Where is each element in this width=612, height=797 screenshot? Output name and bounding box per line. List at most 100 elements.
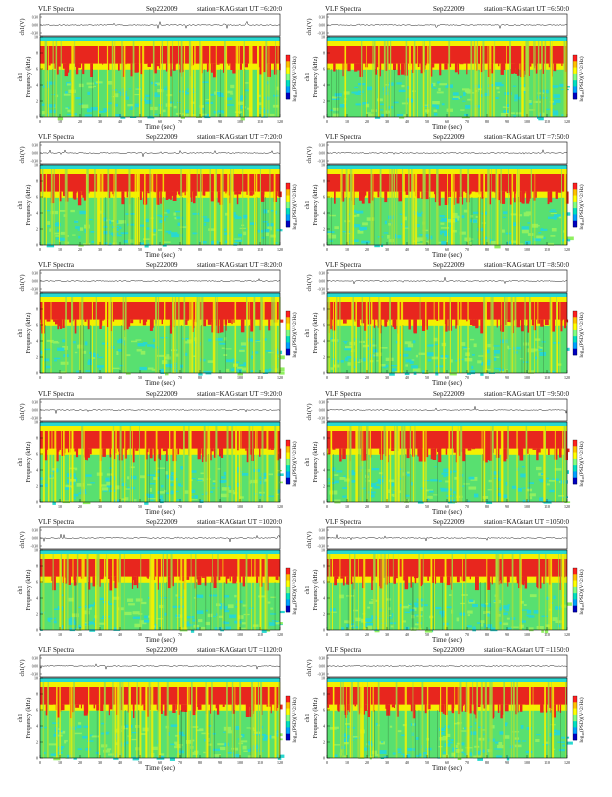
time-tick-label: 70 [465,375,469,380]
spectrogram-low-band-cell [191,499,197,500]
spectrogram-dark-streak [518,69,519,117]
spectrogram-low-band-cell [121,232,129,234]
spectrogram-sferic-streak [496,554,498,630]
spectrogram-sferic-streak [206,682,207,758]
spectrogram-dark-streak [391,325,392,373]
spectrogram-low-band-cell [47,221,50,225]
spectrogram-low-band-cell [170,483,174,486]
spectrogram-low-band-cell [435,466,437,467]
spectrogram-red-streak [162,320,163,325]
spectrogram-sferic-streak [531,169,532,245]
spectrogram-sferic-streak [358,554,359,630]
time-tick-label: 0 [39,119,41,124]
spectrogram-red-streak [154,449,156,453]
spectrogram-sferic-streak [237,554,239,630]
time-tick-label: 70 [178,375,182,380]
spectrogram-low-band-cell [222,348,225,349]
time-tick-label: 10 [58,504,62,509]
ch-axis-label: ch1(V) [19,275,26,292]
spectrogram-red-streak [417,449,419,457]
time-tick-label: 110 [544,375,550,380]
spectrogram-low-band-cell [527,610,531,614]
time-tick-label: 100 [237,760,243,765]
spectrogram-low-band-cell [70,628,76,631]
spectrogram-dark-streak [374,710,375,758]
spectrogram-red-streak [439,192,441,206]
spectrogram-red-streak [256,577,258,583]
spectrogram-red-streak [135,64,139,73]
spectrogram-dark-streak [196,582,197,630]
panel-date: Sep222009 [433,5,465,13]
spectrogram-red-streak [234,192,238,195]
freq-tick-label: 2 [36,612,38,617]
time-tick-label: 10 [345,632,349,637]
spectrogram-dark-streak [52,69,53,117]
colorbar-segment [573,465,577,472]
spectrogram-low-band-cell [55,730,63,732]
spectrogram-sferic-streak [457,426,459,502]
spectrogram-red-streak [276,192,278,202]
spectrogram-low-band-cell [266,232,269,236]
spectrogram-low-band-cell [381,364,386,367]
spectrogram-dark-streak [225,325,226,373]
spectrogram-low-band-cell [143,238,150,240]
spectrogram-sferic-streak [370,682,371,758]
spectrogram-low-band-cell [559,217,561,219]
spectrogram-sferic-streak [151,169,153,245]
spectrogram-sferic-streak [275,297,277,373]
spectrogram-sferic-streak [393,554,394,630]
spectrogram-dark-streak [279,454,280,502]
spectrogram-red-streak [534,192,537,198]
time-tick-label: 40 [405,760,409,765]
spectrogram-top-band [40,422,280,426]
colorbar-segment [573,183,577,190]
spectrogram-sferic-streak [487,169,488,245]
spectrogram-sferic-streak [350,682,351,758]
time-tick-label: 30 [385,760,389,765]
spectrogram-low-band-cell [134,499,137,501]
spectrogram-dark-streak [543,325,544,373]
spectrogram-low-band-cell [507,618,510,620]
spectrogram-red-streak [556,192,558,199]
spectrogram-dark-streak [210,582,211,630]
colorbar-segment [573,349,577,356]
spectrogram-sferic-streak [445,554,446,630]
spectrogram-dark-streak [159,454,160,502]
spectrogram-red-streak [185,192,186,196]
spectrogram-sferic-streak [263,426,264,502]
spectrogram-sferic-streak [403,169,405,245]
spectrogram-sferic-streak [226,682,228,758]
spectrogram-low-band-cell [443,755,450,758]
panel-start-time: start UT =1020:0 [234,518,283,526]
ch-tick-label: 0.00 [319,152,325,156]
spectrogram-sferic-streak [260,554,261,630]
spectrogram-low-band-cell [497,745,504,748]
spectrogram-sferic-streak [408,169,409,245]
spectrogram-low-band-cell [47,243,54,247]
spectrogram-sferic-streak [42,169,43,245]
spectrogram-low-band-cell [172,477,174,478]
spectrogram-low-band-cell [267,223,275,226]
spectrogram-low-band-cell [516,740,521,742]
spectrogram-sferic-streak [214,169,216,245]
spectrogram-ch-label: ch1 [18,586,24,595]
spectrogram-dark-streak [524,325,525,373]
spectrogram-red-streak [360,192,362,199]
spectrogram-sferic-streak [217,297,218,373]
spectrogram-red-streak [446,449,448,455]
spectrogram-red-streak [431,449,433,460]
spectrogram-sferic-streak [64,554,65,630]
spectrogram-sferic-streak [396,426,397,502]
spectrogram-sferic-streak [210,169,211,245]
spectrogram-sferic-streak [436,169,437,245]
spectrogram-low-band-cell [430,479,438,481]
spectrogram-sferic-streak [352,169,354,245]
spectrogram-red-streak [522,192,524,204]
panel-station: station=KAG [484,261,522,269]
colorbar-segment [286,61,290,68]
spectrogram-dark-streak [353,582,354,630]
spectrogram-low-band-cell [171,234,179,237]
spectrogram-red-streak [249,192,253,196]
spectrogram-red-streak [540,320,544,327]
ch-axis-label: ch1(V) [19,19,26,36]
